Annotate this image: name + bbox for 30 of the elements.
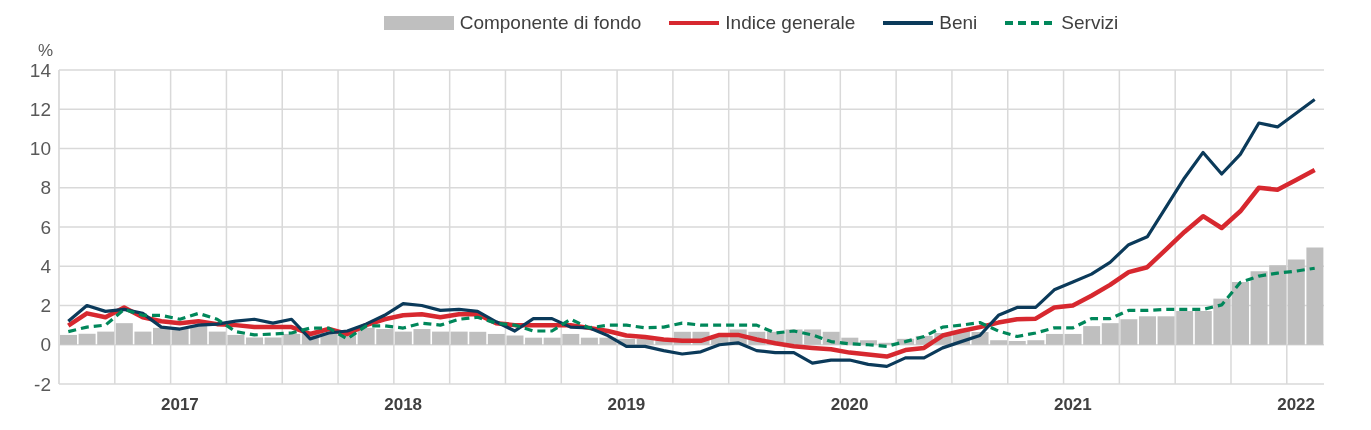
x-tick-label: 2022 (1277, 395, 1316, 414)
legend-label: Indice generale (724, 12, 856, 34)
bar (153, 327, 171, 345)
bar (1045, 333, 1063, 345)
bar (246, 337, 264, 345)
bar (432, 331, 450, 345)
y-tick-label: 2 (40, 295, 51, 317)
line-series (66, 266, 1317, 348)
y-tick-label: 4 (40, 255, 52, 277)
bar (525, 337, 543, 345)
x-tick-label: 2018 (384, 395, 423, 414)
y-tick-label: 14 (29, 59, 52, 81)
x-tick-label: 2021 (1053, 395, 1092, 414)
bar (1138, 316, 1156, 345)
legend-label: Componente di fondo (458, 12, 642, 34)
x-tick-label: 2017 (161, 395, 199, 414)
x-tick-label: 2019 (607, 395, 646, 414)
y-tick-label: 6 (40, 216, 51, 238)
y-tick-label: 0 (40, 334, 51, 356)
line-series (66, 97, 1317, 368)
y-tick-label: -2 (34, 373, 51, 395)
y-tick-label: 8 (40, 177, 51, 199)
y-tick-label: 12 (29, 99, 51, 120)
bar (1231, 281, 1249, 345)
x-tick-label: 2020 (830, 395, 869, 414)
legend-label: Beni (938, 12, 978, 34)
legend-label: Servizi (1060, 12, 1119, 34)
y-axis-title: % (37, 41, 54, 60)
bar (60, 334, 77, 345)
y-tick-label: 10 (29, 138, 51, 160)
